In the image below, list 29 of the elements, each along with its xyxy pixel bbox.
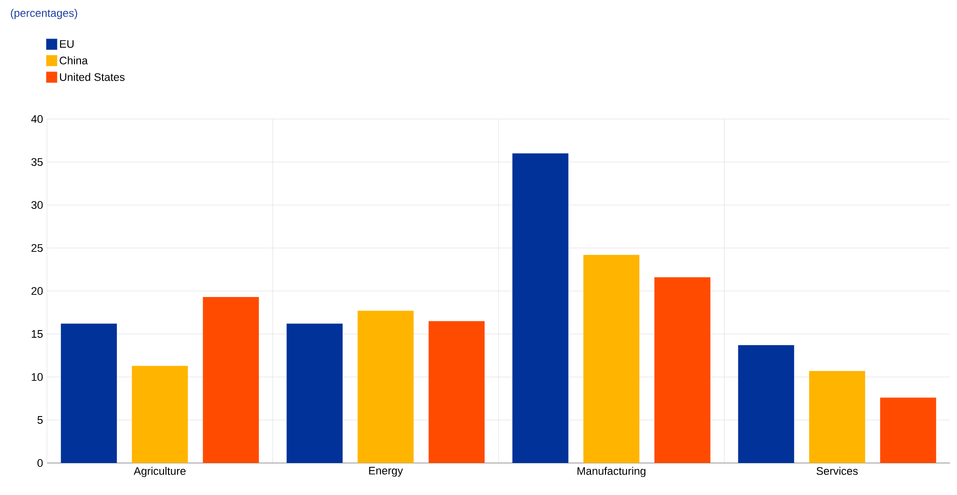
x-tick-label: Manufacturing: [578, 466, 646, 478]
bar: [286, 324, 343, 463]
bar: [132, 366, 188, 463]
bar: [202, 297, 259, 463]
bar: [512, 153, 568, 463]
y-tick-label: 0: [37, 459, 43, 467]
y-tick-label: 40: [31, 115, 43, 123]
y-tick-label: 25: [32, 244, 43, 252]
chart-subtitle: (percentages): [10, 8, 78, 20]
bar: [428, 321, 485, 463]
y-tick-label: 30: [31, 201, 43, 209]
x-tick-label: Services: [816, 466, 858, 475]
bar: [60, 324, 117, 463]
bar: [738, 345, 794, 463]
bar: [809, 370, 866, 463]
legend-label: China: [60, 56, 88, 64]
legend-label: United States: [60, 72, 125, 81]
y-tick-label: 15: [32, 330, 43, 338]
x-tick-label: Agriculture: [134, 466, 186, 478]
bar: [358, 310, 414, 463]
bar: [880, 398, 936, 463]
bar: [654, 277, 710, 463]
y-tick-label: 20: [32, 287, 43, 295]
x-tick-label: Energy: [369, 466, 403, 477]
y-tick-label: 10: [32, 373, 43, 381]
bar: [583, 254, 640, 463]
y-tick-label: 35: [31, 158, 43, 166]
legend-label: EU: [60, 40, 74, 48]
y-tick-label: 5: [37, 416, 43, 424]
